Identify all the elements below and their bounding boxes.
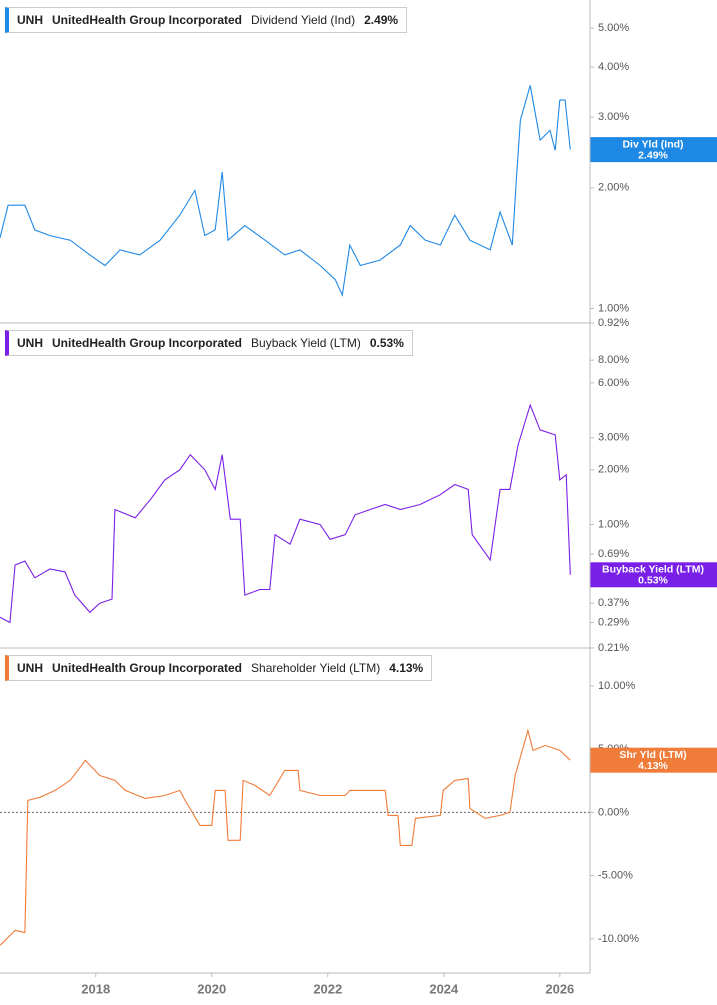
metric: Dividend Yield (Ind) bbox=[251, 13, 356, 27]
y-tick-label: 4.00% bbox=[598, 61, 629, 73]
y-tick-label: 0.29% bbox=[598, 616, 629, 628]
value-tag-name: Shr Yld (LTM) bbox=[619, 749, 686, 761]
y-tick-label: 2.00% bbox=[598, 182, 629, 194]
value-tag-name: Buyback Yield (LTM) bbox=[602, 564, 704, 576]
value-tag-value: 0.53% bbox=[638, 575, 668, 587]
y-tick-label: -5.00% bbox=[598, 870, 633, 882]
y-tick-label: 8.00% bbox=[598, 354, 629, 366]
last-value: 2.49% bbox=[364, 13, 399, 27]
panel-header: UNH UnitedHealth Group Incorporated Shareh… bbox=[5, 655, 433, 681]
value-tag-value: 2.49% bbox=[638, 149, 668, 161]
y-tick-label: 0.69% bbox=[598, 548, 629, 560]
x-tick-label: 2026 bbox=[545, 981, 574, 996]
y-tick-label: 5.00% bbox=[598, 22, 629, 34]
value-tag bbox=[590, 747, 717, 773]
ticker: UNH bbox=[17, 661, 43, 675]
value-tag-name: Div Yld (Ind) bbox=[622, 138, 683, 150]
company: UnitedHealth Group Incorporated bbox=[52, 13, 243, 27]
x-tick-label: 2020 bbox=[197, 981, 226, 996]
ticker: UNH bbox=[17, 13, 43, 27]
metric: Shareholder Yield (LTM) bbox=[251, 661, 381, 675]
value-tag bbox=[590, 137, 717, 163]
y-tick-label: 10.00% bbox=[598, 680, 636, 692]
x-tick-label: 2024 bbox=[429, 981, 459, 996]
y-tick-label: 0.00% bbox=[598, 806, 629, 818]
series-line bbox=[0, 403, 571, 624]
series-line bbox=[0, 728, 571, 946]
value-tag bbox=[590, 562, 717, 588]
y-tick-label: 0.92% bbox=[598, 317, 629, 329]
y-tick-label: 6.00% bbox=[598, 377, 629, 389]
panel-header: UNH UnitedHealth Group Incorporated Divide… bbox=[5, 7, 408, 33]
panel-header: UNH UnitedHealth Group Incorporated Buybac… bbox=[5, 330, 413, 356]
company: UnitedHealth Group Incorporated bbox=[52, 661, 243, 675]
x-tick-label: 2018 bbox=[81, 981, 110, 996]
y-tick-label: 1.00% bbox=[598, 519, 629, 531]
company: UnitedHealth Group Incorporated bbox=[52, 336, 243, 350]
x-tick-label: 2022 bbox=[313, 981, 342, 996]
metric: Buyback Yield (LTM) bbox=[251, 336, 361, 350]
y-tick-label: 2.00% bbox=[598, 464, 629, 476]
y-tick-label: 1.00% bbox=[598, 302, 629, 314]
y-tick-label: 3.00% bbox=[598, 111, 629, 123]
y-tick-label: 0.21% bbox=[598, 642, 629, 654]
series-line bbox=[0, 85, 571, 298]
last-value: 0.53% bbox=[369, 336, 404, 350]
y-tick-label: -10.00% bbox=[598, 933, 639, 945]
y-tick-label: 0.37% bbox=[598, 597, 629, 609]
y-tick-label: 3.00% bbox=[598, 432, 629, 444]
ticker: UNH bbox=[17, 336, 43, 350]
value-tag-value: 4.13% bbox=[638, 760, 668, 772]
last-value: 4.13% bbox=[389, 661, 424, 675]
